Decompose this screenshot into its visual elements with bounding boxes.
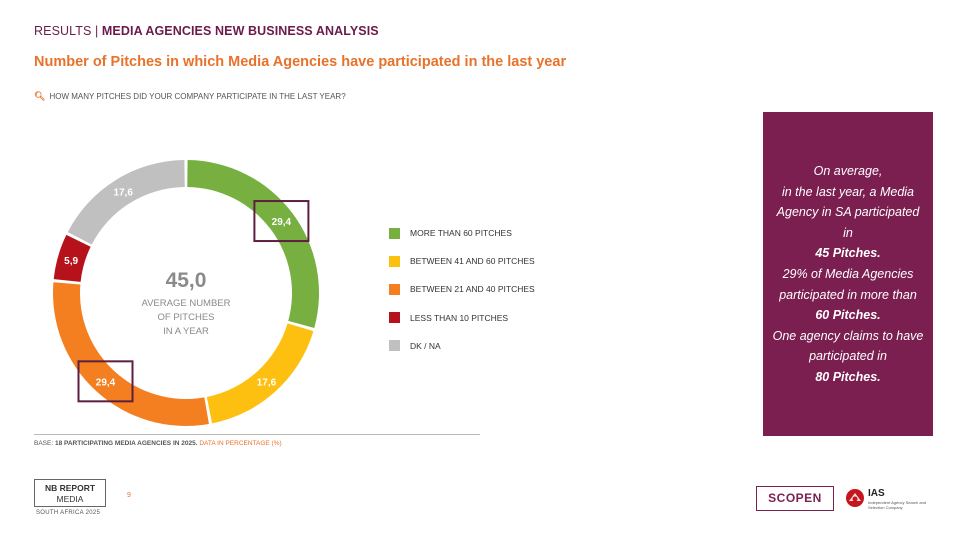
legend-label-4: DK / NA xyxy=(410,340,441,351)
donut-slice-0 xyxy=(187,160,320,329)
search-icon: 🔍︎ xyxy=(34,91,46,101)
center-label-line-0: AVERAGE NUMBER xyxy=(141,298,230,309)
donut-slice-3 xyxy=(53,234,91,282)
legend-item-4: DK / NA xyxy=(389,339,535,353)
ias-wordmark: IAS xyxy=(868,488,885,499)
legend-swatch-1 xyxy=(389,255,400,267)
page-header: RESULTS | MEDIA AGENCIES NEW BUSINESS AN… xyxy=(34,24,379,38)
summary-callout: On average, in the last year, a Media Agen… xyxy=(763,112,933,436)
legend-label-1: BETWEEN 41 AND 60 PITCHES xyxy=(410,256,535,267)
callout-line-4: 45 Pitches. xyxy=(815,246,881,261)
center-label-line-1: OF PITCHES xyxy=(157,312,214,323)
ias-logo: IAS Independent Agency Search and Select… xyxy=(845,486,927,512)
nb-report-logo: NB REPORT MEDIA xyxy=(34,479,106,507)
callout-line-5: 29% of Media Agencies xyxy=(782,266,914,281)
legend-swatch-0 xyxy=(389,227,400,239)
logo-line1: NB REPORT xyxy=(44,483,96,493)
scopen-logo: SCOPEN xyxy=(756,486,834,511)
question-text: HOW MANY PITCHES DID YOUR COMPANY PARTIC… xyxy=(49,92,346,101)
slice-value-label-0: 29,4 xyxy=(272,217,292,228)
header-title: MEDIA AGENCIES NEW BUSINESS ANALYSIS xyxy=(101,24,379,38)
base-note: BASE: 18 PARTICIPATING MEDIA AGENCIES IN… xyxy=(34,434,480,447)
legend-item-1: BETWEEN 41 AND 60 PITCHES xyxy=(389,254,535,268)
legend-label-2: BETWEEN 21 AND 40 PITCHES xyxy=(410,284,535,295)
logo-line2: MEDIA xyxy=(56,494,84,504)
slice-value-label-1: 17,6 xyxy=(257,377,277,388)
base-note-highlight: DATA IN PERCENTAGE (%) xyxy=(199,440,282,447)
legend-label-3: LESS THAN 10 PITCHES xyxy=(410,312,509,323)
callout-line-9: participated in xyxy=(809,349,887,364)
legend-swatch-4 xyxy=(389,340,400,352)
center-label-line-2: IN A YEAR xyxy=(163,326,209,337)
survey-question: 🔍︎ HOW MANY PITCHES DID YOUR COMPANY PAR… xyxy=(34,91,346,102)
center-value: 45,0 xyxy=(166,269,207,292)
page-number: 9 xyxy=(127,492,131,499)
callout-line-2: Agency in SA participated xyxy=(776,205,920,220)
callout-line-7: 60 Pitches. xyxy=(815,308,881,323)
highlight-box-0 xyxy=(253,200,310,243)
chart-legend: MORE THAN 60 PITCHES BETWEEN 41 AND 60 PI… xyxy=(389,226,535,367)
slice-value-label-3: 5,9 xyxy=(64,256,78,267)
callout-line-10: 80 Pitches. xyxy=(815,369,881,384)
legend-label-0: MORE THAN 60 PITCHES xyxy=(410,228,512,238)
slice-value-label-2: 29,4 xyxy=(96,377,116,388)
ias-mark-icon xyxy=(846,489,864,507)
legend-item-0: MORE THAN 60 PITCHES xyxy=(389,226,535,240)
logo-subtitle: SOUTH AFRICA 2025 xyxy=(36,510,101,516)
legend-swatch-3 xyxy=(389,312,400,324)
base-note-label: BASE: xyxy=(34,440,55,447)
header-prefix: RESULTS | xyxy=(34,24,102,38)
base-note-text: 18 PARTICIPATING MEDIA AGENCIES IN 2025. xyxy=(54,440,200,447)
donut-slice-1 xyxy=(206,323,314,424)
highlight-box-2 xyxy=(77,360,134,403)
legend-item-2: BETWEEN 21 AND 40 PITCHES xyxy=(389,282,535,296)
donut-slice-4 xyxy=(67,160,185,245)
ias-tagline: Independent Agency Search and Selection … xyxy=(868,500,927,510)
legend-item-3: LESS THAN 10 PITCHES xyxy=(389,311,535,325)
callout-line-0: On average, xyxy=(813,164,883,178)
legend-swatch-2 xyxy=(389,283,400,295)
callout-line-1: in the last year, a Media xyxy=(781,184,915,199)
donut-chart: 29,4 17,6 29,4 5,9 17,6 45,0 AVERAGE NUMBER OF … xyxy=(52,160,320,427)
slice-value-label-4: 17,6 xyxy=(113,187,133,198)
callout-line-3: in xyxy=(843,225,853,240)
callout-line-8: One agency claims to have xyxy=(772,328,924,343)
callout-line-6: participated in more than xyxy=(779,287,917,302)
chart-title: Number of Pitches in which Media Agencie… xyxy=(34,54,567,70)
donut-slice-2 xyxy=(52,282,209,427)
